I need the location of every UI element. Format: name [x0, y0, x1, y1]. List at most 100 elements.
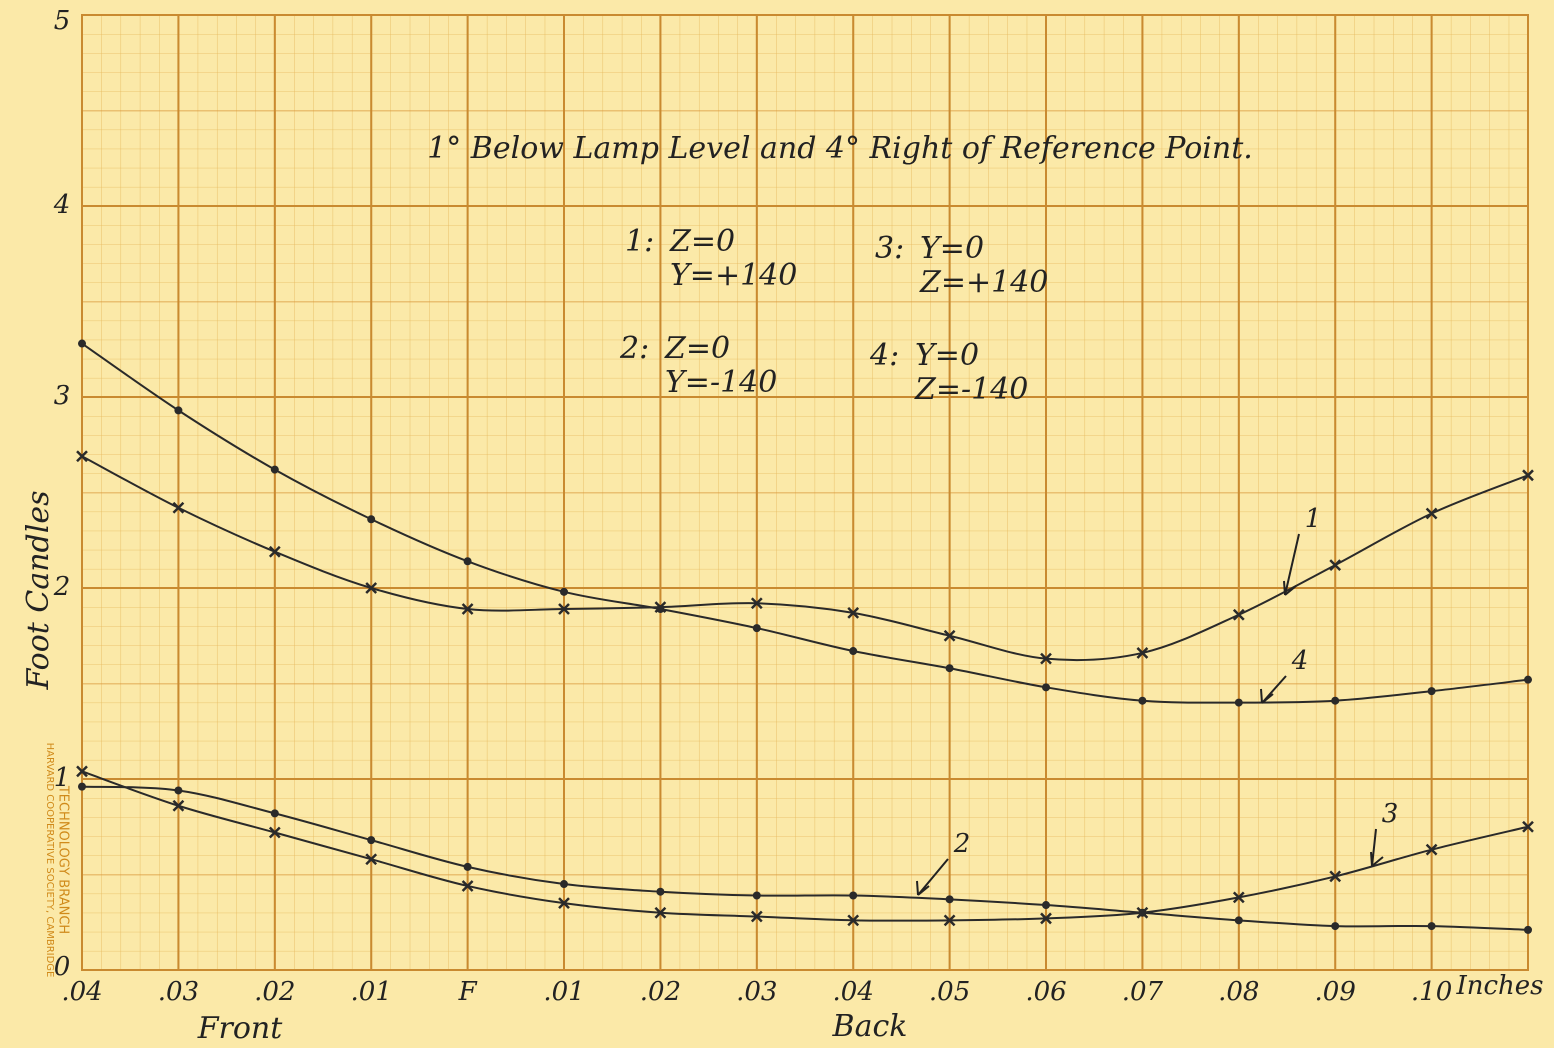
plot-layer	[81, 14, 1528, 971]
legend-key: 2:	[619, 331, 649, 366]
data-point	[849, 647, 858, 656]
data-point	[1040, 912, 1052, 925]
x-tick-label: .07	[1122, 977, 1164, 1007]
curve-label: 1	[1305, 504, 1322, 534]
data-point	[943, 629, 956, 642]
data-point	[1522, 820, 1534, 833]
data-point	[268, 826, 281, 839]
legend-key: 4:	[869, 338, 899, 373]
series-line	[81, 770, 1529, 922]
data-point	[365, 582, 378, 594]
legend-entry: Y=0	[915, 338, 979, 373]
data-point	[367, 836, 376, 845]
series-line	[81, 785, 1529, 931]
data-point	[849, 891, 858, 900]
x-tick-label: .01	[351, 977, 392, 1007]
data-point	[847, 606, 860, 619]
data-point	[945, 895, 954, 904]
curve-label: 2	[953, 829, 971, 859]
data-point	[1524, 675, 1532, 684]
curve-arrow	[1370, 828, 1384, 867]
x-tick-label: .06	[1025, 977, 1066, 1007]
data-point	[461, 880, 474, 892]
x-tick-label: .02	[254, 977, 295, 1007]
data-point	[943, 914, 956, 927]
data-point	[76, 765, 88, 778]
chart-title: 1° Below Lamp Level and 4° Right of Refe…	[427, 131, 1253, 166]
series-line	[81, 342, 1529, 704]
data-point	[1042, 901, 1050, 910]
data-point	[558, 603, 570, 615]
data-point	[268, 545, 281, 558]
curve-arrow	[1260, 675, 1287, 704]
data-point	[1425, 843, 1438, 856]
data-point	[270, 465, 279, 474]
data-point	[1524, 925, 1532, 934]
x-tick-label: .03	[736, 977, 777, 1007]
major-grid	[82, 15, 1528, 970]
y-tick-label: 4	[53, 190, 71, 220]
data-point	[367, 515, 376, 524]
data-point	[461, 603, 474, 615]
y-tick-label: 2	[53, 572, 71, 602]
legend-entry: Z=0	[669, 224, 735, 259]
y-tick-label: 0	[54, 952, 71, 982]
data-point	[1042, 683, 1050, 692]
x-tick-label: .09	[1315, 977, 1356, 1007]
curve-label: 3	[1382, 799, 1399, 829]
x-tick-label: .10	[1411, 977, 1452, 1007]
data-point	[1232, 891, 1245, 904]
data-point	[76, 450, 88, 463]
data-point	[1427, 922, 1436, 931]
series-line	[81, 455, 1529, 662]
data-point	[558, 897, 570, 910]
data-point	[752, 624, 761, 633]
x-label-front: Front	[197, 1011, 284, 1046]
legend-entry: Y=0	[920, 231, 984, 266]
legend-key: 3:	[875, 231, 904, 266]
data-point	[1040, 652, 1052, 665]
data-point	[1138, 696, 1147, 705]
curve-arrow	[1283, 533, 1300, 596]
data-point	[1329, 870, 1342, 883]
x-tick-label: .01	[543, 977, 584, 1007]
y-tick-label: 3	[54, 381, 71, 411]
data-point	[1331, 696, 1340, 705]
data-point	[463, 862, 472, 871]
legend-entry: Z=-140	[914, 372, 1028, 407]
y-axis-label: Foot Candles	[21, 491, 56, 691]
x-tick-label: .05	[929, 977, 970, 1007]
data-point	[847, 914, 860, 927]
data-point	[750, 910, 763, 923]
x-label-back: Back	[832, 1009, 908, 1044]
data-point	[1136, 647, 1149, 659]
data-point	[463, 557, 472, 566]
data-point	[945, 664, 954, 673]
legend-entry: Z=0	[664, 331, 730, 366]
data-point	[174, 406, 183, 415]
legend-key: 1:	[625, 224, 654, 259]
data-point	[752, 891, 761, 900]
watermark: TECHNOLOGY BRANCH	[56, 785, 71, 934]
data-point	[1331, 922, 1340, 931]
watermark: HARVARD COOPERATIVE SOCIETY, CAMBRIDGE	[44, 743, 55, 978]
x-tick-label: .04	[833, 977, 874, 1007]
x-unit: Inches	[1455, 971, 1543, 1001]
legend-entry: Y=+140	[670, 258, 797, 293]
data-point	[560, 587, 568, 596]
y-tick-label: 5	[54, 6, 71, 36]
x-tick-label: .03	[158, 977, 199, 1007]
data-point	[1232, 608, 1245, 621]
y-tick-label: 1	[54, 763, 71, 793]
data-point	[1234, 916, 1243, 925]
legend-entry: Z=+140	[919, 265, 1048, 300]
data-point	[560, 880, 568, 889]
x-tick-label: .02	[640, 977, 681, 1007]
data-point	[656, 887, 665, 896]
data-point	[78, 339, 86, 348]
data-point	[172, 799, 185, 812]
x-tick-label: .04	[61, 977, 102, 1007]
data-point	[174, 786, 183, 795]
x-tick-label: .08	[1218, 977, 1259, 1007]
